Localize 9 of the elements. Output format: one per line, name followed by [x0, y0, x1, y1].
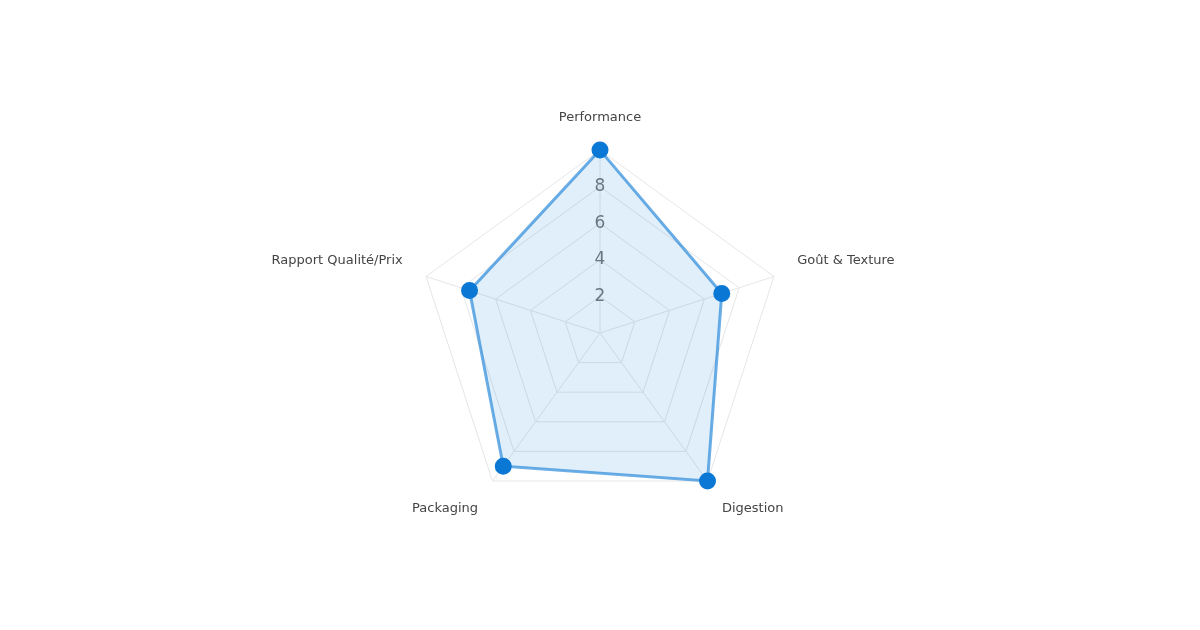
y-tick-label: 4 — [594, 248, 606, 269]
spoke-label: Packaging — [412, 499, 479, 515]
spoke-label: Performance — [558, 109, 642, 125]
y-tick-label: 2 — [594, 284, 606, 305]
y-tick-label: 6 — [594, 211, 606, 232]
y-tick-label: 8 — [594, 175, 606, 196]
spoke-label: Digestion — [721, 499, 784, 515]
spoke-label: Rapport Qualité/Prix — [271, 252, 404, 268]
spoke-label: Goût & Texture — [797, 252, 895, 268]
